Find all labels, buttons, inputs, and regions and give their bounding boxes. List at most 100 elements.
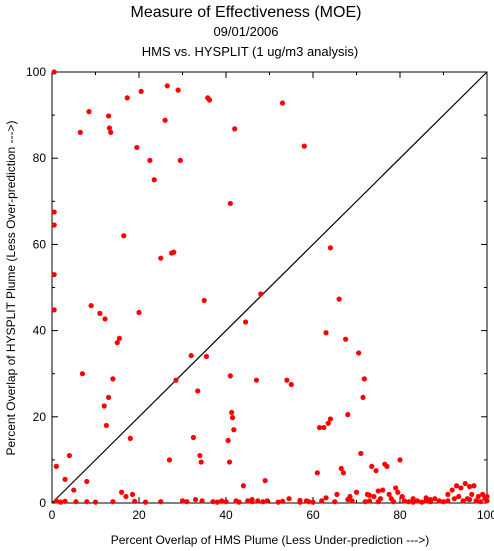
y-tick-label: 100 bbox=[26, 65, 46, 79]
data-point bbox=[399, 493, 405, 500]
data-point bbox=[395, 489, 401, 495]
data-point bbox=[240, 483, 246, 489]
data-point bbox=[129, 491, 136, 497]
data-point bbox=[110, 499, 116, 505]
data-point bbox=[343, 336, 349, 342]
data-point bbox=[171, 249, 177, 255]
data-point bbox=[297, 497, 303, 504]
data-point bbox=[195, 388, 201, 394]
data-point bbox=[332, 499, 338, 505]
data-point bbox=[284, 377, 290, 383]
data-point bbox=[127, 435, 133, 441]
data-point bbox=[188, 352, 194, 359]
data-point bbox=[480, 491, 486, 497]
diagonal-reference-line bbox=[51, 71, 488, 504]
data-point bbox=[190, 434, 196, 441]
data-point bbox=[366, 492, 373, 498]
data-point bbox=[366, 498, 373, 504]
data-point bbox=[314, 470, 320, 476]
data-point bbox=[71, 487, 77, 493]
data-point bbox=[101, 403, 107, 409]
data-point bbox=[84, 478, 90, 485]
y-tick-label: 20 bbox=[33, 410, 47, 424]
data-point bbox=[449, 487, 455, 493]
data-point bbox=[262, 477, 268, 484]
data-point bbox=[469, 491, 475, 497]
data-point bbox=[97, 310, 103, 316]
data-point bbox=[175, 87, 181, 93]
data-point bbox=[286, 496, 292, 502]
data-point bbox=[414, 498, 420, 504]
data-point bbox=[384, 463, 390, 469]
data-point bbox=[73, 499, 79, 505]
data-point bbox=[231, 427, 237, 433]
data-point bbox=[323, 495, 329, 501]
data-point bbox=[361, 376, 367, 382]
data-point bbox=[467, 484, 473, 490]
data-point bbox=[301, 143, 307, 149]
data-point bbox=[66, 452, 72, 459]
chart-date: 09/01/2006 bbox=[213, 24, 278, 39]
data-point bbox=[427, 496, 434, 503]
data-point bbox=[177, 157, 183, 163]
data-point bbox=[477, 499, 484, 505]
data-point bbox=[119, 489, 125, 495]
data-point bbox=[147, 157, 153, 163]
data-point bbox=[362, 499, 368, 505]
data-point bbox=[467, 496, 473, 503]
data-point bbox=[201, 297, 207, 304]
data-point bbox=[223, 499, 229, 505]
data-point bbox=[106, 125, 113, 131]
data-point bbox=[310, 499, 316, 505]
data-point bbox=[471, 483, 477, 489]
data-point bbox=[158, 499, 164, 505]
data-point bbox=[345, 412, 351, 418]
data-point bbox=[214, 499, 220, 505]
data-point bbox=[345, 496, 351, 503]
data-point bbox=[184, 499, 190, 505]
data-point bbox=[340, 470, 347, 476]
data-point bbox=[451, 496, 457, 502]
data-point bbox=[151, 177, 157, 183]
data-point bbox=[334, 491, 340, 497]
data-point bbox=[102, 316, 108, 322]
data-point bbox=[110, 376, 116, 382]
data-point bbox=[219, 498, 225, 504]
data-point bbox=[166, 457, 173, 463]
data-point bbox=[199, 498, 205, 504]
data-point bbox=[397, 457, 403, 463]
data-point bbox=[142, 499, 149, 505]
data-point bbox=[321, 424, 327, 431]
data-point bbox=[356, 350, 362, 356]
data-point bbox=[423, 495, 429, 501]
data-point bbox=[179, 498, 186, 504]
data-point bbox=[338, 465, 344, 472]
data-point bbox=[114, 340, 120, 346]
data-point bbox=[245, 498, 251, 504]
data-point bbox=[275, 499, 281, 505]
data-point bbox=[226, 459, 233, 465]
y-tick-label: 80 bbox=[33, 151, 47, 165]
data-point bbox=[51, 69, 57, 75]
data-point bbox=[349, 498, 355, 504]
data-point bbox=[288, 381, 294, 388]
data-point bbox=[198, 459, 204, 465]
data-point bbox=[108, 129, 114, 135]
data-point bbox=[353, 489, 360, 495]
data-point bbox=[203, 353, 210, 360]
data-point bbox=[88, 303, 94, 309]
data-point bbox=[255, 498, 261, 504]
y-tick-label: 40 bbox=[33, 324, 47, 338]
data-point bbox=[229, 415, 236, 421]
data-point bbox=[475, 493, 481, 500]
data-point bbox=[440, 499, 447, 505]
data-point bbox=[58, 499, 64, 505]
data-point bbox=[229, 409, 235, 416]
data-point bbox=[62, 498, 68, 504]
data-point bbox=[192, 496, 199, 503]
data-point bbox=[380, 487, 386, 493]
data-point bbox=[406, 499, 412, 505]
data-point bbox=[401, 498, 407, 504]
data-point bbox=[371, 493, 377, 500]
data-point bbox=[323, 330, 329, 336]
